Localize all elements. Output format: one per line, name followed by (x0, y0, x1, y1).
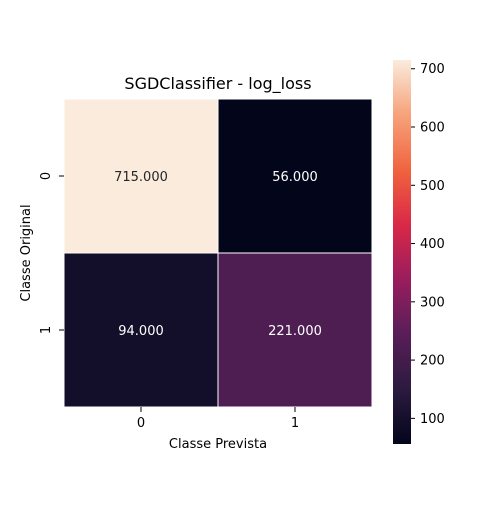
x-axis-label: Classe Prevista (169, 437, 267, 452)
colorbar-tick-label: 600 (420, 121, 445, 136)
y-tick-label: 1 (39, 326, 54, 334)
heatmap-cell-label: 221.000 (268, 324, 322, 339)
colorbar-ticks: 100 200 300 400 500 600 700 (411, 62, 445, 427)
colorbar-tick-label: 400 (420, 237, 445, 252)
heatmap-cell (63, 252, 219, 408)
x-tick-label: 1 (291, 416, 299, 431)
colorbar-tick-label: 700 (420, 62, 445, 77)
colorbar-tick-label: 300 (420, 295, 445, 310)
heatmap-cell (63, 98, 219, 254)
heatmap-cell (217, 252, 373, 408)
heatmap-cell-label: 56.000 (272, 170, 318, 185)
y-tick-label: 0 (39, 172, 54, 180)
x-tick-label: 0 (137, 416, 145, 431)
colorbar-tick-label: 100 (420, 412, 445, 427)
y-axis-label: Classe Original (19, 204, 34, 301)
heatmap-cell-labels: 715.000 56.000 94.000 221.000 (114, 170, 322, 339)
colorbar-tick-label: 200 (420, 354, 445, 369)
colorbar (393, 60, 411, 444)
heatmap-cell-label: 715.000 (114, 170, 168, 185)
chart-title: SGDClassifier - log_loss (124, 74, 311, 94)
y-axis-ticks: 01 (39, 172, 64, 334)
heatmap-cells (63, 98, 373, 408)
colorbar-tick-label: 500 (420, 179, 445, 194)
heatmap-cell-label: 94.000 (118, 324, 164, 339)
heatmap-cell (217, 98, 373, 254)
